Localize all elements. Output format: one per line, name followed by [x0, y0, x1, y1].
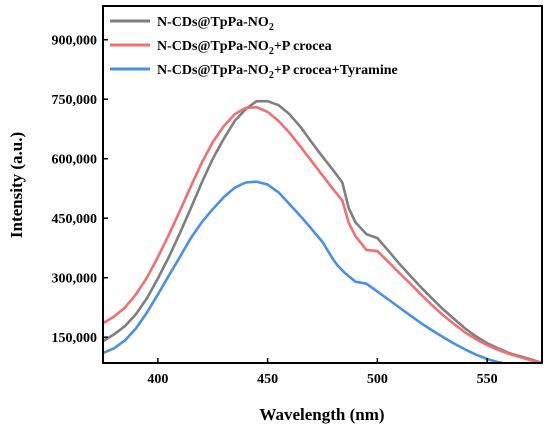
legend: N-CDs@TpPa-NO2 N-CDs@TpPa-NO2+P crocea N-C… [110, 15, 398, 81]
x-axis-title: Wavelength (nm) [259, 405, 384, 424]
series-line-1 [103, 99, 542, 363]
y-tick-label: 900,000 [52, 34, 98, 49]
x-tick-label: 450 [257, 372, 278, 387]
y-tick-label: 450,000 [52, 212, 98, 227]
series-line-3 [103, 180, 510, 363]
y-tick-label: 300,000 [52, 272, 98, 287]
legend-label-2: N-CDs@TpPa-NO2+P crocea [157, 39, 332, 57]
y-axis-title: Intensity (a.u.) [7, 132, 26, 238]
y-tick-label: 750,000 [52, 93, 98, 108]
legend-label-1: N-CDs@TpPa-NO2 [157, 15, 274, 33]
y-tick-label: 150,000 [52, 331, 98, 346]
x-tick-label: 550 [477, 372, 498, 387]
x-tick-label: 500 [367, 372, 388, 387]
plot-frame [102, 5, 543, 364]
series-line-2 [103, 105, 542, 363]
y-tick-label: 600,000 [52, 153, 98, 168]
legend-label-3: N-CDs@TpPa-NO2+P crocea+Tyramine [157, 63, 398, 81]
x-tick-label: 400 [147, 372, 168, 387]
